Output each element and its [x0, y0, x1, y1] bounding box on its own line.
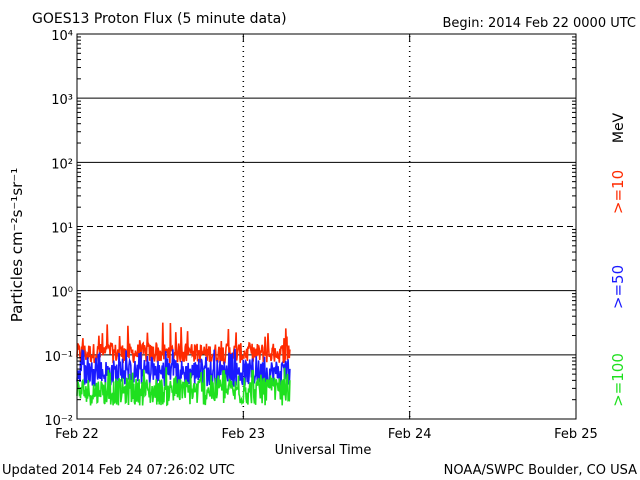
chart-title: GOES13 Proton Flux (5 minute data) [32, 11, 287, 27]
y-tick-label: 10⁻¹ [44, 350, 73, 365]
series-layer [76, 322, 291, 407]
begin-date: Begin: 2014 Feb 22 0000 UTC [442, 16, 636, 31]
x-tick-label: Feb 23 [221, 427, 265, 442]
axis-layer: 10⁻² 10⁻¹ 10⁰ 10¹ 10² 10³ 10⁴ Feb 22 Feb 23 Feb 2… [44, 29, 597, 442]
y-axis-label: Particles cm⁻²s⁻¹sr⁻¹ [8, 168, 26, 322]
x-axis-label: Universal Time [275, 443, 372, 458]
y-tick-label: 10⁰ [51, 286, 73, 301]
legend-unit: MeV [611, 112, 627, 143]
y-tick-label: 10² [51, 157, 73, 172]
updated-text: Updated 2014 Feb 24 07:26:02 UTC [2, 463, 235, 478]
series-trace-1 [76, 348, 291, 387]
plot-frame [76, 33, 577, 420]
series-trace-2 [76, 367, 291, 407]
y-tick-label: 10¹ [51, 222, 73, 237]
legend-series-0: >=10 [609, 170, 627, 214]
y-tick-label: 10⁻² [44, 414, 73, 429]
y-tick-label: 10⁴ [51, 29, 73, 44]
x-tick-label: Feb 22 [55, 427, 99, 442]
series-trace-0 [76, 322, 291, 365]
x-tick-label: Feb 24 [388, 427, 432, 442]
x-tick-label: Feb 25 [554, 427, 598, 442]
legend-series-1: >=50 [609, 265, 627, 309]
y-tick-label: 10³ [51, 93, 73, 108]
legend-series-2: >=100 [609, 353, 627, 407]
credit-text: NOAA/SWPC Boulder, CO USA [444, 463, 637, 478]
